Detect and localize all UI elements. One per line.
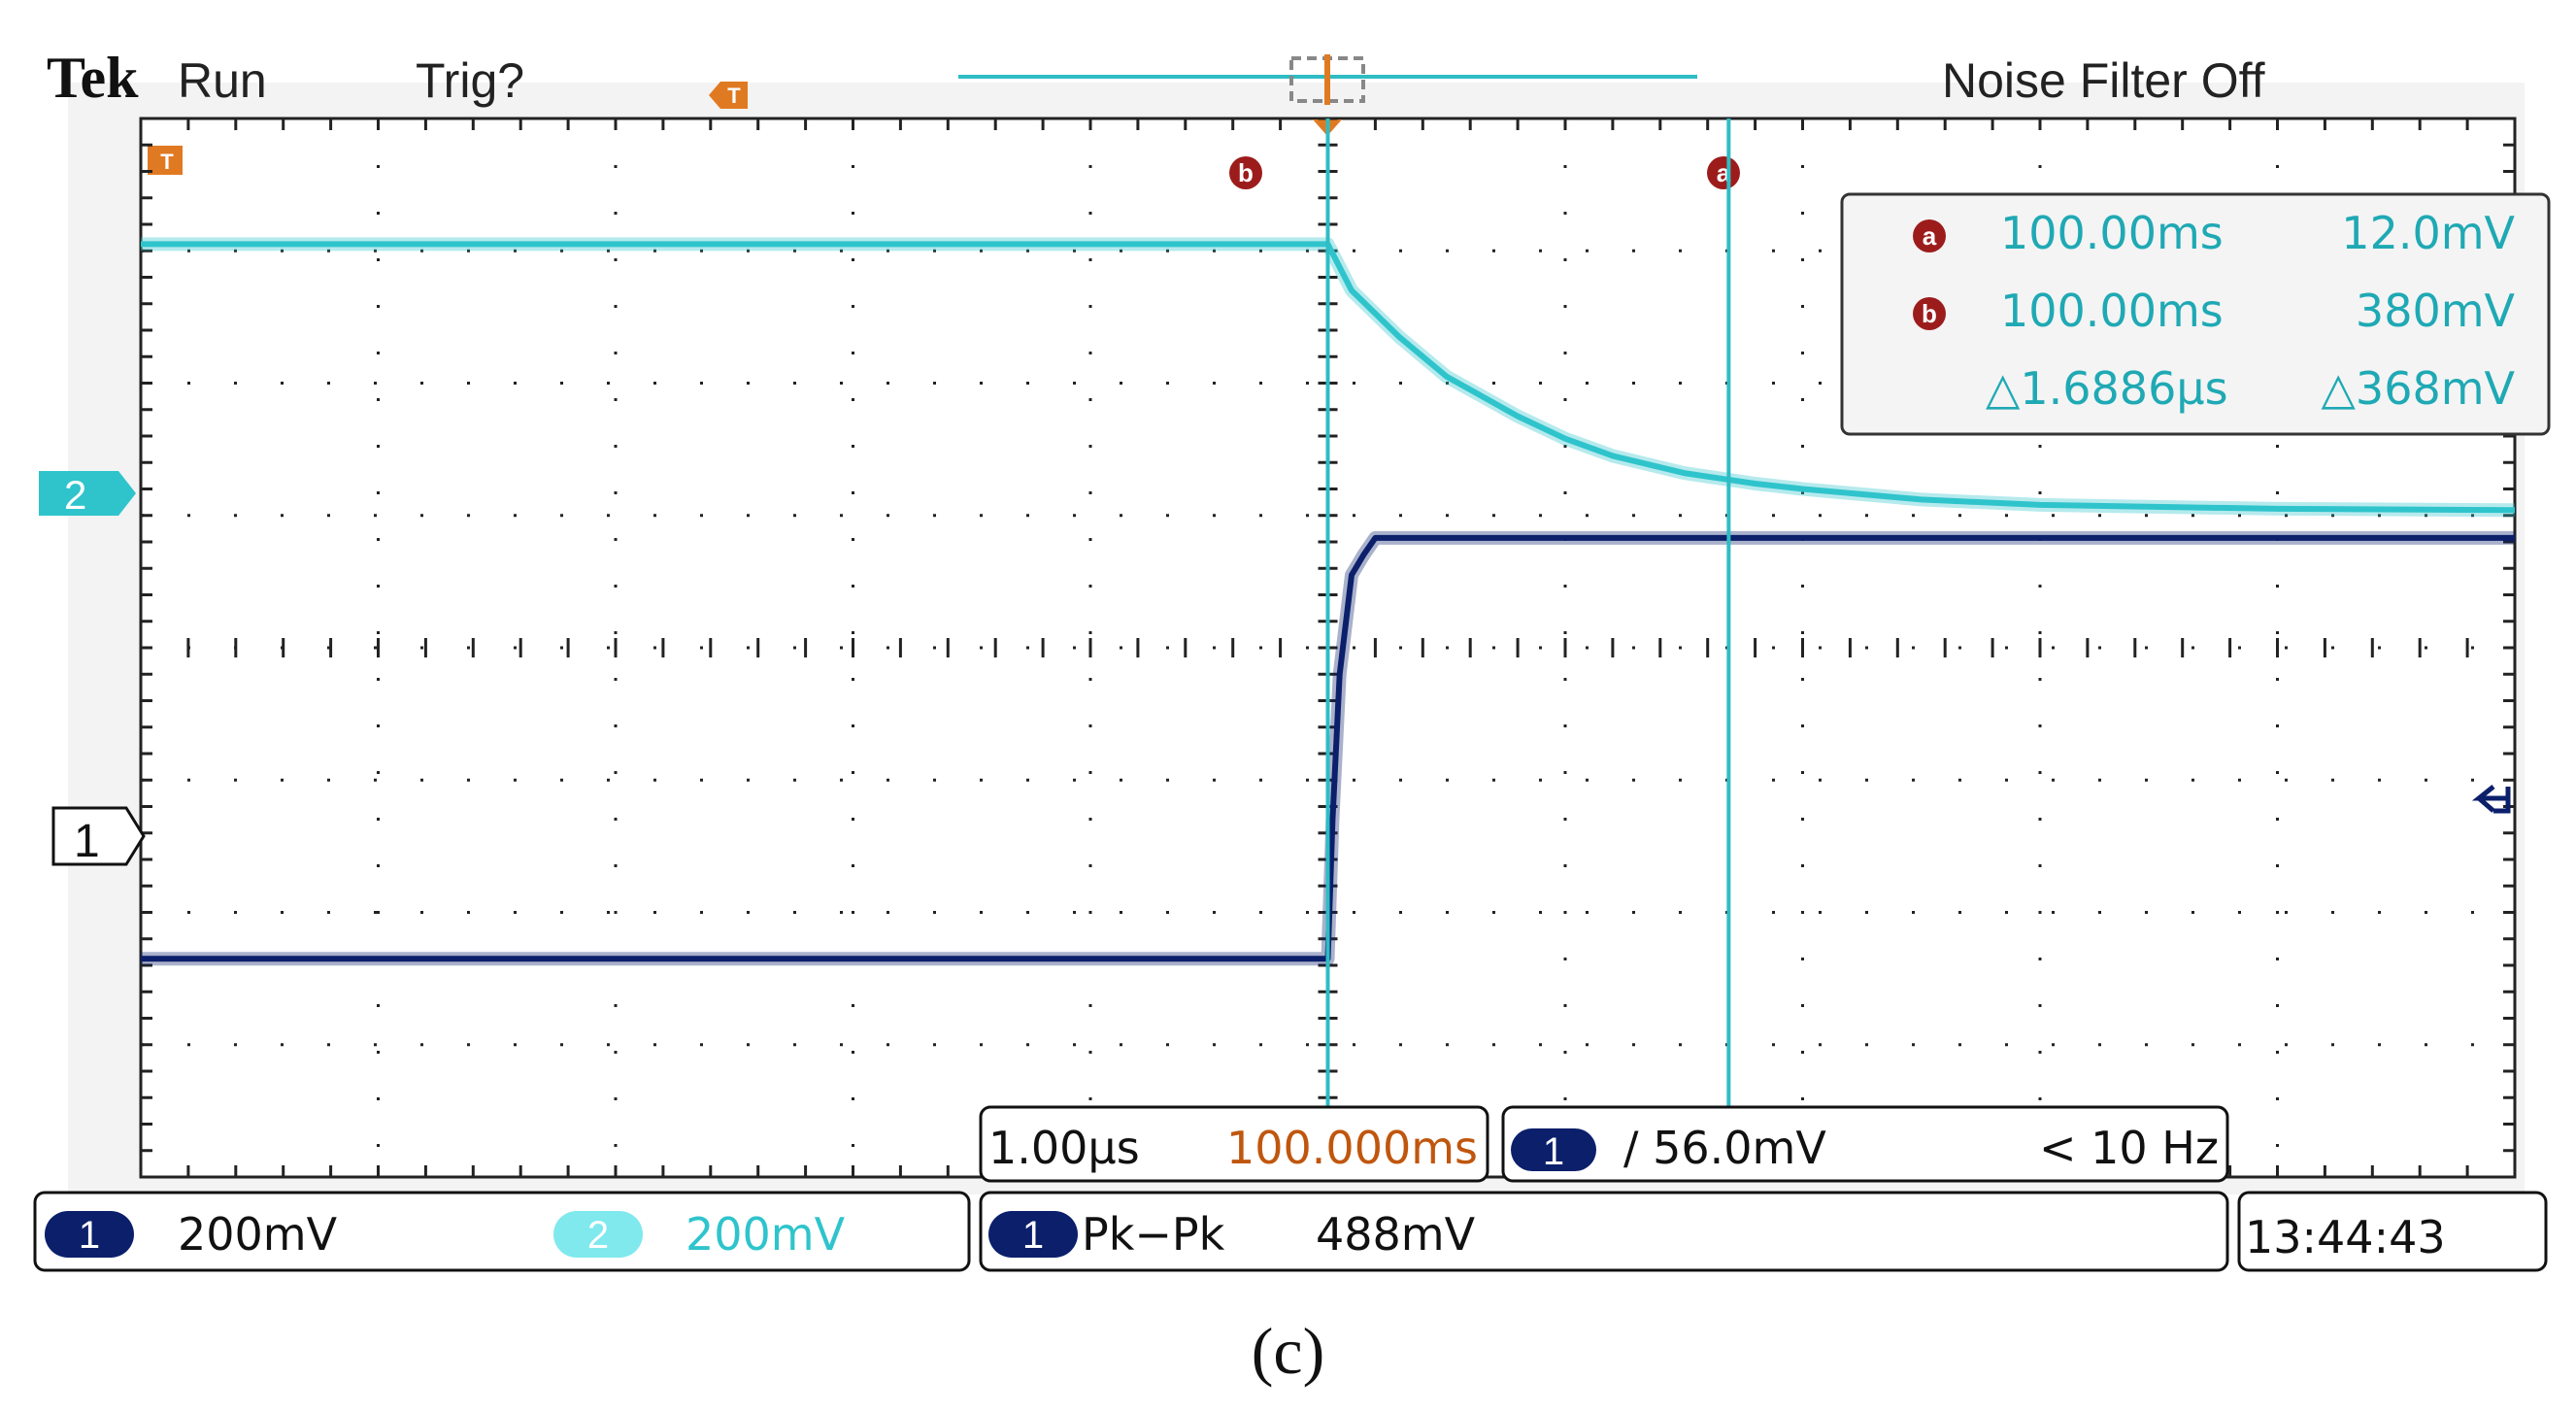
trigger-glyph: T — [160, 150, 174, 174]
cursor-b-voltage: 380mV — [2356, 285, 2516, 337]
ch2-scale: 200mV — [686, 1208, 846, 1261]
noise-filter-status: Noise Filter Off — [1942, 53, 2265, 108]
ch1-marker[interactable]: 1 — [51, 806, 146, 867]
ch1-marker-label: 1 — [74, 816, 100, 867]
trigger-glyph: T — [727, 84, 741, 108]
trigger-channel-label: 1 — [1543, 1130, 1564, 1173]
cursor-delta-voltage: △368mV — [2322, 362, 2516, 415]
trace-ch1 — [141, 534, 2515, 962]
trigger-channel-badge — [1511, 1128, 1596, 1171]
ch1-scale: 200mV — [178, 1208, 338, 1261]
measurement-type: Pk−Pk — [1082, 1208, 1225, 1261]
ch2-marker-label: 2 — [64, 472, 86, 518]
cursor-lines — [1325, 118, 1731, 1107]
measurement-readout[interactable]: 1 Pk−Pk 488mV — [979, 1191, 2229, 1272]
trace-ch2 — [141, 241, 2516, 514]
clock-time: 13:44:43 — [2245, 1211, 2446, 1263]
timebase-readout[interactable]: 1.00µs 100.000ms — [979, 1105, 1489, 1183]
cursor-a-badge: a — [1913, 219, 1946, 252]
trigger-flag-icon: T — [148, 146, 183, 175]
trigger-level-arrow-icon — [2471, 785, 2511, 814]
cursor-a-time: 100.00ms — [2000, 207, 2224, 259]
cursor-a-voltage: 12.0mV — [2341, 207, 2515, 259]
trigger-frequency: < 10 Hz — [2039, 1122, 2219, 1174]
waveforms — [141, 237, 2516, 966]
ch1-badge-label: 1 — [79, 1214, 100, 1257]
ch2-badge-label: 2 — [587, 1214, 609, 1257]
ch2-badge — [553, 1211, 643, 1258]
ch2-marker[interactable]: 2 — [39, 471, 136, 518]
trigger-position-marker-header: T — [709, 82, 748, 109]
cursor-a-badge-glyph: a — [1923, 221, 1937, 251]
ch1-badge — [45, 1211, 134, 1258]
measurement-channel-badge — [988, 1211, 1078, 1258]
clock-readout: 13:44:43 — [2237, 1191, 2548, 1272]
measurement-channel-label: 1 — [1022, 1214, 1044, 1257]
measurement-value: 488mV — [1316, 1208, 1476, 1261]
brand-logo: Tek — [47, 46, 139, 110]
cursor-delta-time: △1.6886µs — [1986, 362, 2228, 415]
figure-caption: (c) — [1251, 1314, 1325, 1388]
cursor-b-badge-glyph: b — [1922, 299, 1937, 328]
trigger-slope-level: ∕ 56.0mV — [1623, 1122, 1826, 1174]
cursor-b-glyph: b — [1238, 158, 1254, 187]
cursor-b-time: 100.00ms — [2000, 285, 2224, 337]
run-state: Run — [178, 53, 267, 108]
cursor-b-top-label: b — [1229, 156, 1262, 189]
timebase-scale: 1.00µs — [988, 1122, 1140, 1174]
trigger-readout[interactable]: 1 ∕ 56.0mV < 10 Hz — [1501, 1105, 2229, 1183]
cursor-a-top-label: a — [1707, 156, 1740, 189]
vertical-scale-readout[interactable]: 1 200mV 2 200mV — [33, 1191, 971, 1272]
trigger-status: Trig? — [416, 53, 524, 108]
cursor-readout-panel: a b 100.00ms 12.0mV 100.00ms 380mV △1.68… — [1840, 192, 2551, 436]
cursor-b-badge: b — [1913, 297, 1946, 330]
timebase-position: 100.000ms — [1226, 1122, 1478, 1174]
